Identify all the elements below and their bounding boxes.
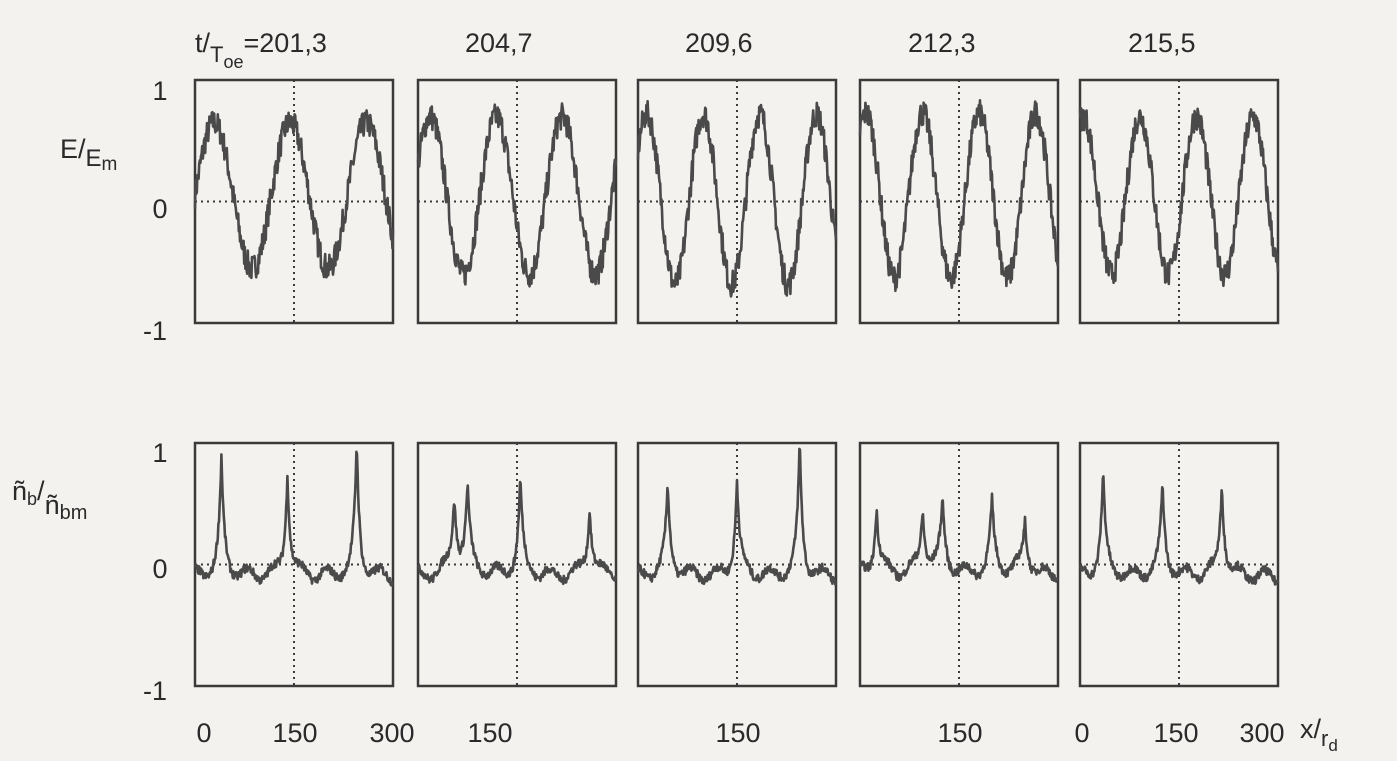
E-field-series (1078, 107, 1280, 288)
E-field-series (636, 99, 838, 298)
x-tick-label: 150 (937, 718, 982, 748)
E-field-series (858, 99, 1060, 293)
panel-time-4: 212,3 (908, 28, 976, 58)
x-axis-label: x/rd (1300, 714, 1338, 755)
density-series (1078, 475, 1280, 586)
x-tick-label: 150 (1153, 718, 1198, 748)
E-field-series (416, 102, 618, 288)
y-tick-top-1: 1 (152, 76, 167, 106)
y-tick-top-0: 0 (152, 194, 167, 224)
x-tick-label: 300 (1239, 718, 1284, 748)
row-label-n: ñb/ñbm (12, 476, 87, 524)
y-tick-bottom-0: 0 (152, 554, 167, 584)
x-tick-label: 150 (272, 718, 317, 748)
E-field-series (193, 109, 395, 280)
y-tick-bottom-1: 1 (152, 438, 167, 468)
density-series (416, 480, 618, 586)
row-label-E: E/Em (60, 134, 117, 175)
panel-time-2: 204,7 (465, 28, 533, 58)
y-tick-top-m1: -1 (143, 316, 167, 346)
panel-time-3: 209,6 (685, 28, 753, 58)
density-series (193, 450, 394, 587)
panel-time-5: 215,5 (1128, 28, 1196, 58)
x-tick-label: 0 (196, 718, 211, 748)
x-tick-label: 0 (1074, 718, 1089, 748)
density-series (636, 447, 838, 586)
y-tick-bottom-m1: -1 (143, 676, 167, 706)
time-label: t/Toe=201,3 (195, 28, 327, 72)
x-tick-label: 300 (369, 718, 414, 748)
x-tick-label: 150 (715, 718, 760, 748)
x-tick-label: 150 (467, 718, 512, 748)
density-series (858, 492, 1059, 583)
